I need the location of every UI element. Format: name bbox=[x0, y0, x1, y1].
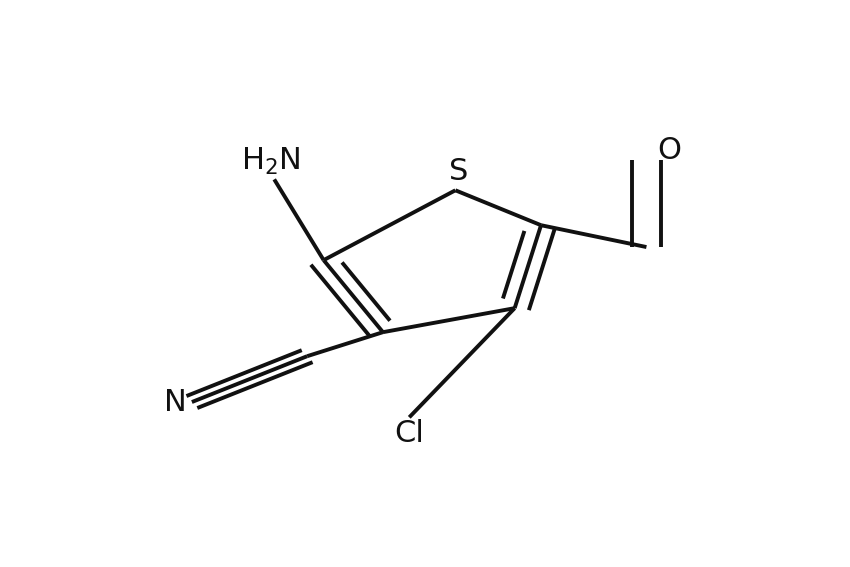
Text: Cl: Cl bbox=[394, 420, 424, 448]
Text: N: N bbox=[164, 387, 187, 417]
Text: S: S bbox=[449, 158, 468, 187]
Text: H$_2$N: H$_2$N bbox=[241, 146, 301, 177]
Text: O: O bbox=[658, 137, 682, 166]
